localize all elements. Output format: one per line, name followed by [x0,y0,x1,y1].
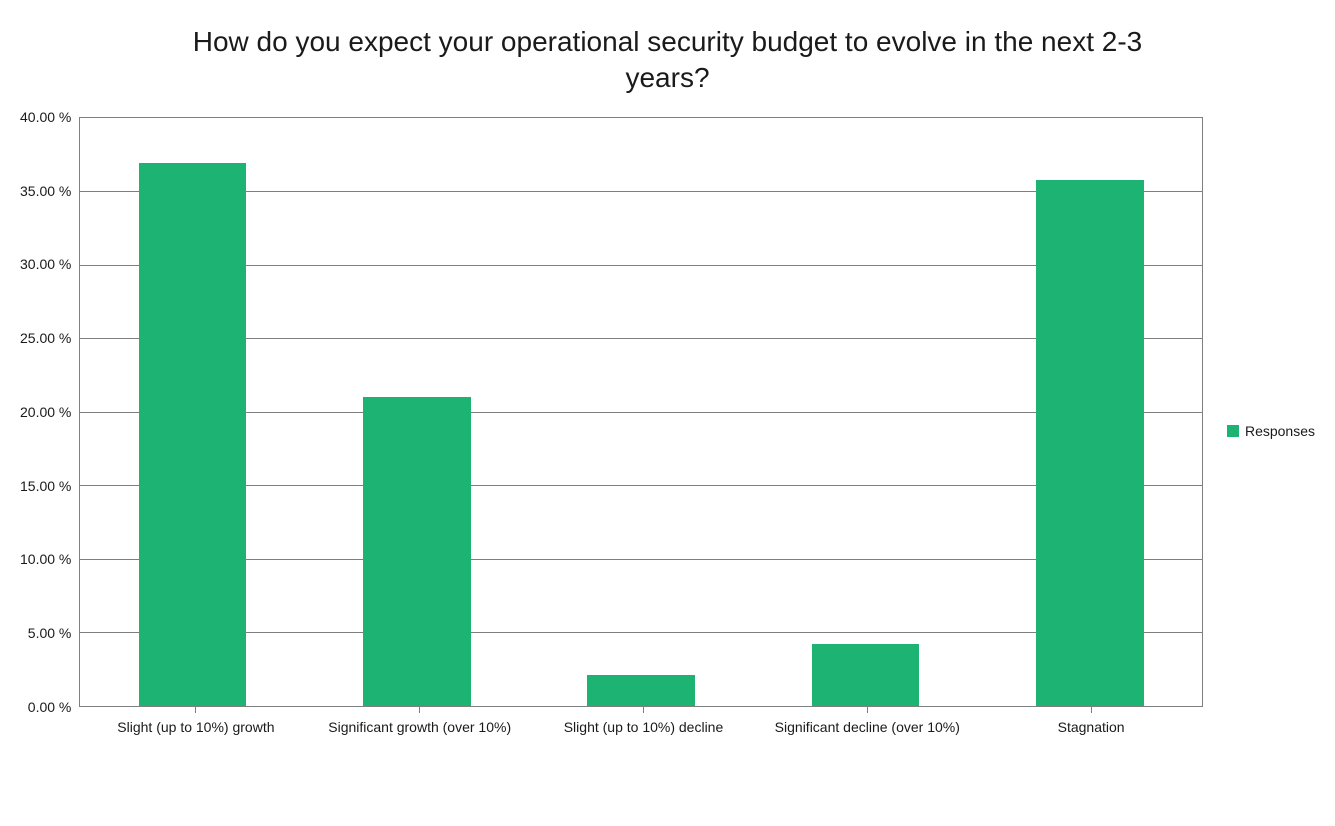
x-axis-label: Significant growth (over 10%) [308,719,532,737]
legend-swatch [1227,425,1239,437]
chart-container: How do you expect your operational secur… [0,0,1335,826]
y-axis: 40.00 % 35.00 % 30.00 % 25.00 % 20.00 % … [20,117,79,707]
bars-layer [80,118,1202,706]
x-tick-slot [308,707,532,715]
x-tick-mark [195,707,196,713]
x-tick-mark [643,707,644,713]
plot-row: 40.00 % 35.00 % 30.00 % 25.00 % 20.00 % … [20,117,1203,707]
x-tick-mark [419,707,420,713]
bar-slot [978,118,1202,706]
bar-slot [529,118,753,706]
x-tick-slot [84,707,308,715]
bar-slot [80,118,304,706]
bar [812,644,920,706]
x-tick-row [84,707,1203,715]
bar [139,163,247,705]
bar [1036,180,1144,706]
x-axis: Slight (up to 10%) growthSignificant gro… [84,715,1203,737]
bar [363,397,471,706]
legend-label: Responses [1245,423,1315,439]
x-axis-label: Significant decline (over 10%) [755,719,979,737]
x-tick-mark [1091,707,1092,713]
bar-slot [305,118,529,706]
x-axis-label: Stagnation [979,719,1203,737]
x-tick-slot [979,707,1203,715]
x-axis-label: Slight (up to 10%) decline [532,719,756,737]
plot-wrap: 40.00 % 35.00 % 30.00 % 25.00 % 20.00 % … [20,117,1203,737]
plot-area [79,117,1203,707]
x-axis-label: Slight (up to 10%) growth [84,719,308,737]
bar [587,675,695,706]
bar-slot [753,118,977,706]
chart-body: 40.00 % 35.00 % 30.00 % 25.00 % 20.00 % … [0,107,1335,826]
x-tick-slot [755,707,979,715]
chart-title: How do you expect your operational secur… [168,0,1168,107]
legend: Responses [1203,423,1315,439]
x-tick-slot [532,707,756,715]
x-tick-mark [867,707,868,713]
